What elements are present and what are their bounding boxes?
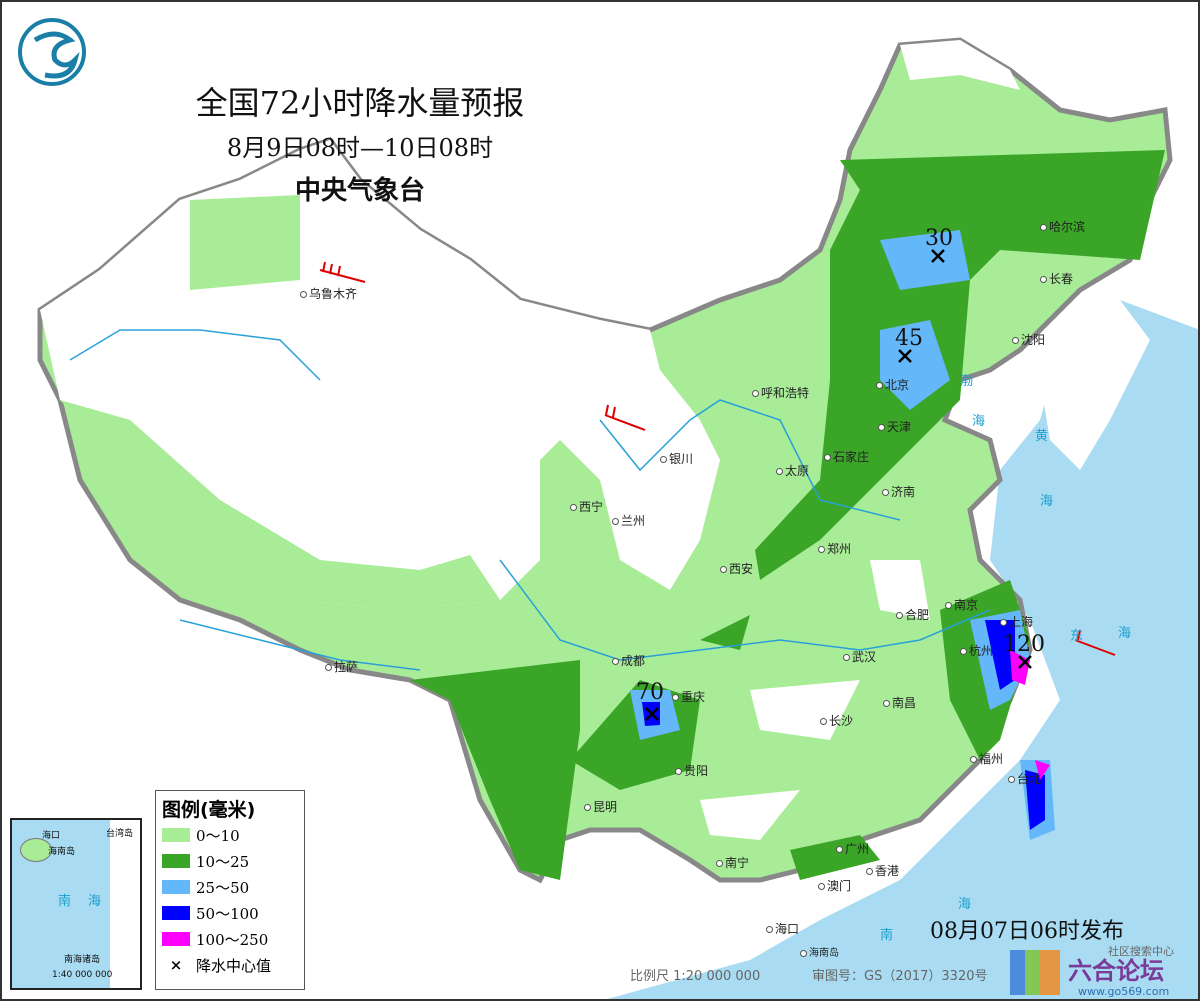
watermark-logo [1010,950,1060,995]
rain-0-10-areas [60,195,500,610]
legend-item: 50～100 [162,900,298,926]
inset-label: 海 [88,894,102,909]
city-label: 哈尔滨 [1040,218,1085,235]
inset-scale: 1:40 000 000 [52,970,113,980]
sea-label: 海 [1040,494,1054,509]
forecast-period: 8月9日08时—10日08时 [226,134,494,162]
legend-swatch [162,880,190,894]
city-label: 西宁 [570,498,603,515]
city-label: 兰州 [612,512,645,529]
city-label: 长春 [1040,270,1073,287]
rain-center-value: 120 [1003,632,1045,657]
inset-philippines-shape [110,820,140,988]
legend: 图例(毫米) 0～10 10～25 25～50 50～100 100～250 ×… [155,790,305,990]
legend-swatch [162,906,190,920]
legend-item: 100～250 [162,926,298,952]
city-label: 澳门 [818,877,851,894]
city-label: 长沙 [820,712,853,729]
legend-heading: 图例(毫米) [162,799,256,821]
city-label: 南宁 [716,854,749,871]
legend-item: × 降水中心值 [162,952,298,978]
city-label: 香港 [866,862,899,879]
rivers [69,329,991,671]
inset-hainan-shape [20,838,52,862]
inset-label: 南海诸岛 [64,955,101,965]
legend-label: 0～10 [196,826,240,845]
city-label: 沈阳 [1012,331,1045,348]
city-label: 乌鲁木齐 [300,285,357,302]
legend-item: 0～10 [162,822,298,848]
inset-label: 南 [58,894,72,909]
watermark-text: 六合论坛 [1068,957,1164,985]
cma-logo-mark [33,31,80,79]
rain-center-value: 70 [636,680,664,705]
city-label: 石家庄 [824,448,869,465]
rain-center-value: 30 [925,226,953,251]
wind-barbs [319,261,1116,656]
city-label: 武汉 [843,648,876,665]
city-label: 昆明 [584,798,617,815]
city-label: 济南 [882,483,915,500]
legend-item: 25～50 [162,874,298,900]
sea-label: 渤 [960,374,974,389]
legend-label: 10～25 [196,852,250,871]
watermark-sub: 社区搜索中心 [1108,945,1174,958]
city-label: 西安 [720,560,753,577]
city-label: 银川 [660,450,693,467]
issuer: 中央气象台 [294,176,425,206]
city-label: 南京 [945,596,978,613]
sea-label: 海 [958,897,972,912]
city-label: 重庆 [672,688,705,705]
inset-label: 海南岛 [48,847,76,857]
city-label: 南昌 [883,694,916,711]
city-label: 天津 [878,418,911,435]
sea-label: 海 [972,414,986,429]
city-label: 合肥 [896,606,929,623]
city-label: 北京 [876,376,909,393]
map-review-number: 审图号：GS（2017）3320号 [812,969,988,984]
city-label: 郑州 [818,540,851,557]
city-label: 广州 [836,840,869,857]
city-label: 拉萨 [325,658,358,675]
legend-label: 降水中心值 [196,956,272,975]
legend-item: 10～25 [162,848,298,874]
city-label: 上海 [1000,613,1033,630]
watermark-url: www.go569.com [1078,985,1170,998]
legend-label: 100～250 [196,930,269,949]
sea-label: 黄 [1035,429,1049,444]
inset-label: 海口 [42,831,61,841]
korea-land [1040,300,1150,470]
city-label: 海口 [766,920,799,937]
sea-label: 东 [1070,629,1084,644]
legend-label: 50～100 [196,904,259,923]
rain-center-value: 45 [895,326,923,351]
city-label: 台北 [1008,770,1041,787]
city-label: 杭州 [960,642,993,659]
inset-label: 台湾岛 [106,829,134,839]
rain-center-markers [645,249,1032,721]
map-title: 全国72小时降水量预报 [195,84,525,122]
city-label: 成都 [612,652,645,669]
sea-label: 海 [1118,626,1132,641]
city-label: 贵阳 [675,762,708,779]
city-label: 太原 [776,462,809,479]
sea-label: 南 [880,928,894,943]
island-label: 海南岛 [800,944,839,959]
issue-time: 08月07日06时发布 [930,919,1124,944]
legend-swatch [162,854,190,868]
city-label: 呼和浩特 [752,384,809,401]
south-china-sea-inset: 海口 海南岛 台湾岛 南 海 南海诸岛 1:40 000 000 [10,818,142,990]
rain-center-x-icon: × [169,956,183,974]
legend-swatch [162,932,190,946]
city-label: 福州 [970,750,1003,767]
legend-swatch [162,828,190,842]
legend-label: 25～50 [196,878,250,897]
scale-text: 比例尺 1:20 000 000 [630,969,761,984]
